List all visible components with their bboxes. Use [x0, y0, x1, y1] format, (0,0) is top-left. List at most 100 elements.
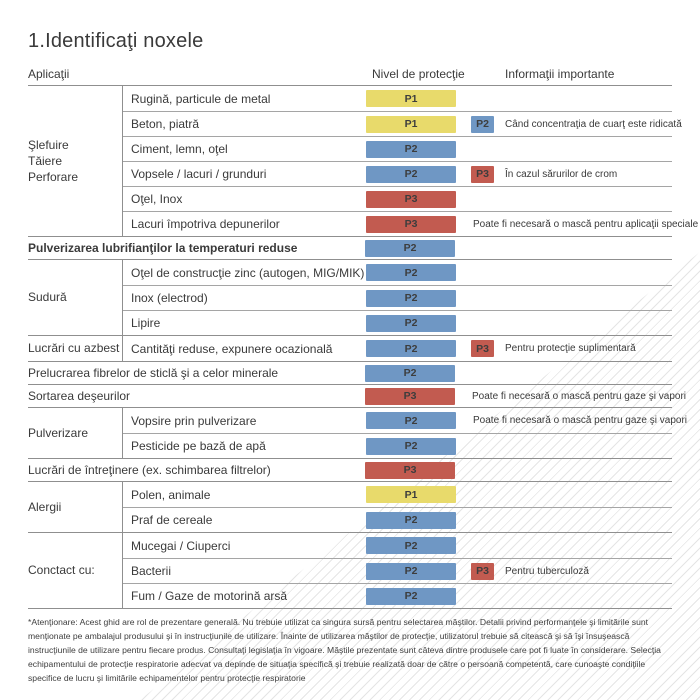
table-header: Aplicaţii Nivel de protecţie Informaţii … [28, 59, 672, 85]
table-section: Conctact cu: Mucegai / Ciuperci P2 Bacterii… [28, 533, 672, 608]
row-label: Bacterii [131, 564, 172, 578]
category-label: Lucrări cu azbest [28, 341, 120, 356]
protection-badge-p3: P3 [366, 215, 456, 233]
table-row: Lucrări de întreţinere (ex. schimbarea f… [28, 459, 672, 481]
row-label: Polen, animale [131, 487, 211, 502]
disclaimer-text: *Atenţionare: Acest ghid are rol de prez… [28, 617, 661, 683]
row-label: Beton, piatră [131, 117, 200, 131]
protection-badge-p2: P2 [366, 340, 456, 357]
protection-badge-p2: P2 [366, 289, 456, 307]
protection-badge-p2: P2 [366, 537, 456, 554]
row-label: Oţel de construcţie zinc (autogen, MIG/M… [131, 265, 365, 280]
table-row: Lacuri împotriva depunerilor P3 Poate fi n… [123, 211, 698, 236]
row-label: Lacuri împotriva depunerilor [131, 217, 280, 231]
table-section: Sortarea deşeurilor P3 Poate fi necesară o… [28, 385, 686, 408]
row-info: Poate fi necesară o mască pentru gaze şi… [472, 390, 687, 402]
category-label: Alergii [28, 499, 62, 514]
column-header-applications: Aplicaţii [28, 67, 70, 81]
row-label: Lucrări de întreţinere (ex. schimbarea f… [28, 463, 271, 477]
row-label: Pulverizarea lubrifianţilor la temperatu… [28, 241, 298, 255]
table-section: Pulverizare Vopsire prin pulverizare P2 Poa… [28, 408, 687, 459]
row-label: Rugină, particule de metal [131, 91, 271, 106]
protection-badge-p2: P2 [366, 511, 456, 529]
section-rows: Prelucrarea fibrelor de sticlă şi a celo… [28, 362, 672, 384]
section-rows: Sortarea deşeurilor P3 Poate fi necesară o… [28, 385, 686, 407]
row-label: Mucegai / Ciuperci [131, 538, 231, 553]
category-label: Sudură [28, 290, 67, 305]
row-label: Pesticide pe bază de apă [131, 439, 266, 453]
table-section: Lucrări cu azbest Cantităţi reduse, expun… [28, 336, 672, 362]
column-header-protection-level: Nivel de protecţie [372, 67, 465, 81]
row-info: Pentru protecţie suplimentară [505, 343, 636, 354]
row-info: Poate fi necesară o mască pentru aplicaţ… [473, 218, 699, 230]
protection-badge-p1: P1 [366, 115, 456, 133]
table-row: Prelucrarea fibrelor de sticlă şi a celo… [28, 362, 672, 384]
protection-table-body: Şlefuire Tăiere Perforare Rugină, particu… [28, 86, 698, 608]
protection-badge-p3: P3 [365, 461, 455, 479]
protection-badge-p2: P2 [366, 140, 456, 158]
secondary-protection-badge-p2: P2 [471, 115, 494, 133]
secondary-protection-badge-p3: P3 [471, 165, 494, 183]
category-label: Pulverizare [28, 425, 89, 440]
row-label: Sortarea deşeurilor [28, 389, 131, 403]
section-rows: Polen, animale P1 Praf de cereale P2 [122, 482, 672, 532]
table-row: Pesticide pe bază de apă P2 [123, 433, 672, 458]
protection-badge-p2: P2 [366, 165, 456, 183]
row-label: Inox (electrod) [131, 291, 208, 305]
secondary-protection-badge-p3: P3 [471, 340, 494, 357]
table-row: Cantităţi reduse, expunere ocazională P2 P… [123, 336, 672, 361]
table-row: Inox (electrod) P2 [123, 285, 672, 310]
protection-badge-p2: P2 [365, 364, 455, 382]
row-label: Lipire [131, 316, 161, 330]
protection-badge-p3: P3 [365, 387, 455, 405]
section-rows: Lucrări de întreţinere (ex. schimbarea f… [28, 459, 672, 481]
row-label: Vopsele / lacuri / grunduri [131, 167, 267, 181]
row-label: Praf de cereale [131, 513, 213, 527]
table-section: Prelucrarea fibrelor de sticlă şi a celo… [28, 362, 672, 385]
table-section: Sudură Oţel de construcţie zinc (autogen,… [28, 260, 672, 336]
table-row: Vopsele / lacuri / grunduri P2 P3 În cazul … [123, 161, 672, 186]
row-label: Ciment, lemn, oţel [131, 142, 228, 156]
section-rows: Vopsire prin pulverizare P2 Poate fi neces… [122, 408, 687, 458]
row-label: Prelucrarea fibrelor de sticlă şi a celo… [28, 366, 279, 380]
table-row: Sortarea deşeurilor P3 Poate fi necesară o… [28, 385, 686, 407]
hazard-table: Şlefuire Tăiere Perforare Rugină, particu… [28, 85, 698, 609]
table-section: Alergii Polen, animale P1 Praf de cereale P2 [28, 482, 672, 533]
section-rows: Oţel de construcţie zinc (autogen, MIG/M… [122, 260, 672, 335]
row-label: Vopsire prin pulverizare [131, 413, 257, 428]
column-header-important-info: Informaţii importante [505, 67, 615, 81]
protection-badge-p2: P2 [365, 239, 455, 257]
row-label: Oţel, Inox [131, 192, 183, 206]
category-label: Şlefuire Tăiere Perforare [28, 137, 79, 185]
protection-badge-p2: P2 [366, 562, 456, 580]
section-rows: Cantităţi reduse, expunere ocazională P2 P… [122, 336, 672, 361]
table-row: Fum / Gaze de motorină arsă P2 [123, 583, 672, 608]
table-row: Mucegai / Ciuperci P2 [123, 533, 672, 558]
protection-badge-p3: P3 [366, 190, 456, 208]
table-section: Lucrări de întreţinere (ex. schimbarea f… [28, 459, 672, 482]
table-row: Bacterii P2 P3 Pentru tuberculoză [123, 558, 672, 583]
page-title: 1.Identificaţi noxele [28, 30, 204, 52]
category-label: Conctact cu: [28, 563, 95, 578]
row-info: Când concentraţia de cuarţ este ridicată [505, 118, 682, 130]
table-section: Pulverizarea lubrifianţilor la temperatu… [28, 237, 672, 260]
protection-badge-p2: P2 [366, 412, 456, 429]
table-row: Oţel de construcţie zinc (autogen, MIG/M… [123, 260, 672, 285]
protection-badge-p2: P2 [366, 314, 456, 332]
row-info: Poate fi necesară o mască pentru gaze şi… [473, 415, 688, 426]
row-label: Fum / Gaze de motorină arsă [131, 589, 288, 603]
protection-badge-p2: P2 [366, 264, 456, 281]
table-row: Rugină, particule de metal P1 [123, 86, 672, 111]
protection-badge-p2: P2 [366, 437, 456, 455]
table-row: Ciment, lemn, oţel P2 [123, 136, 672, 161]
protection-badge-p1: P1 [366, 90, 456, 107]
section-rows: Rugină, particule de metal P1 Beton, piatr… [122, 86, 698, 236]
row-info: În cazul sărurilor de crom [505, 168, 618, 180]
table-row: Pulverizarea lubrifianţilor la temperatu… [28, 237, 672, 259]
table-section: Şlefuire Tăiere Perforare Rugină, particu… [28, 86, 698, 237]
section-rows: Mucegai / Ciuperci P2 Bacterii P2 P3 Pentru t… [122, 533, 672, 608]
table-row: Oţel, Inox P3 [123, 186, 672, 211]
table-row: Beton, piatră P1 P2 Când concentraţia de cu… [123, 111, 682, 136]
table-row: Lipire P2 [123, 310, 672, 335]
